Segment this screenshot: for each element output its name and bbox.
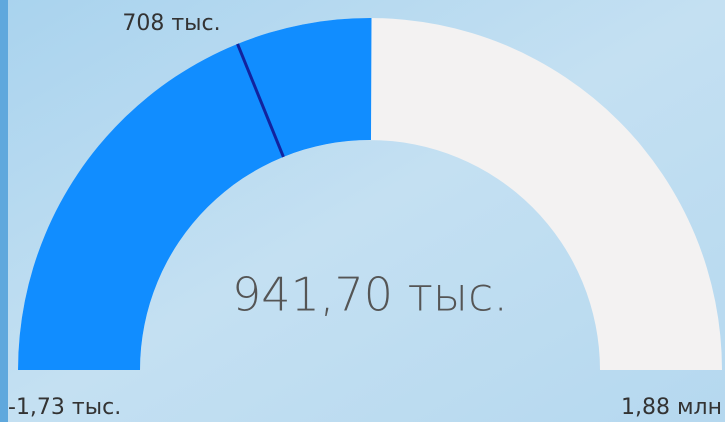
edge-strip: [0, 0, 8, 422]
value-label: 941,70 тыс.: [232, 268, 508, 322]
gauge: 708 тыс. -1,73 тыс. 1,88 млн 941,70 тыс.: [8, 11, 722, 420]
max-label: 1,88 млн: [621, 395, 722, 420]
target-label: 708 тыс.: [122, 11, 220, 36]
gauge-value: [18, 18, 372, 371]
min-label: -1,73 тыс.: [8, 395, 121, 420]
target-line: [236, 43, 285, 158]
